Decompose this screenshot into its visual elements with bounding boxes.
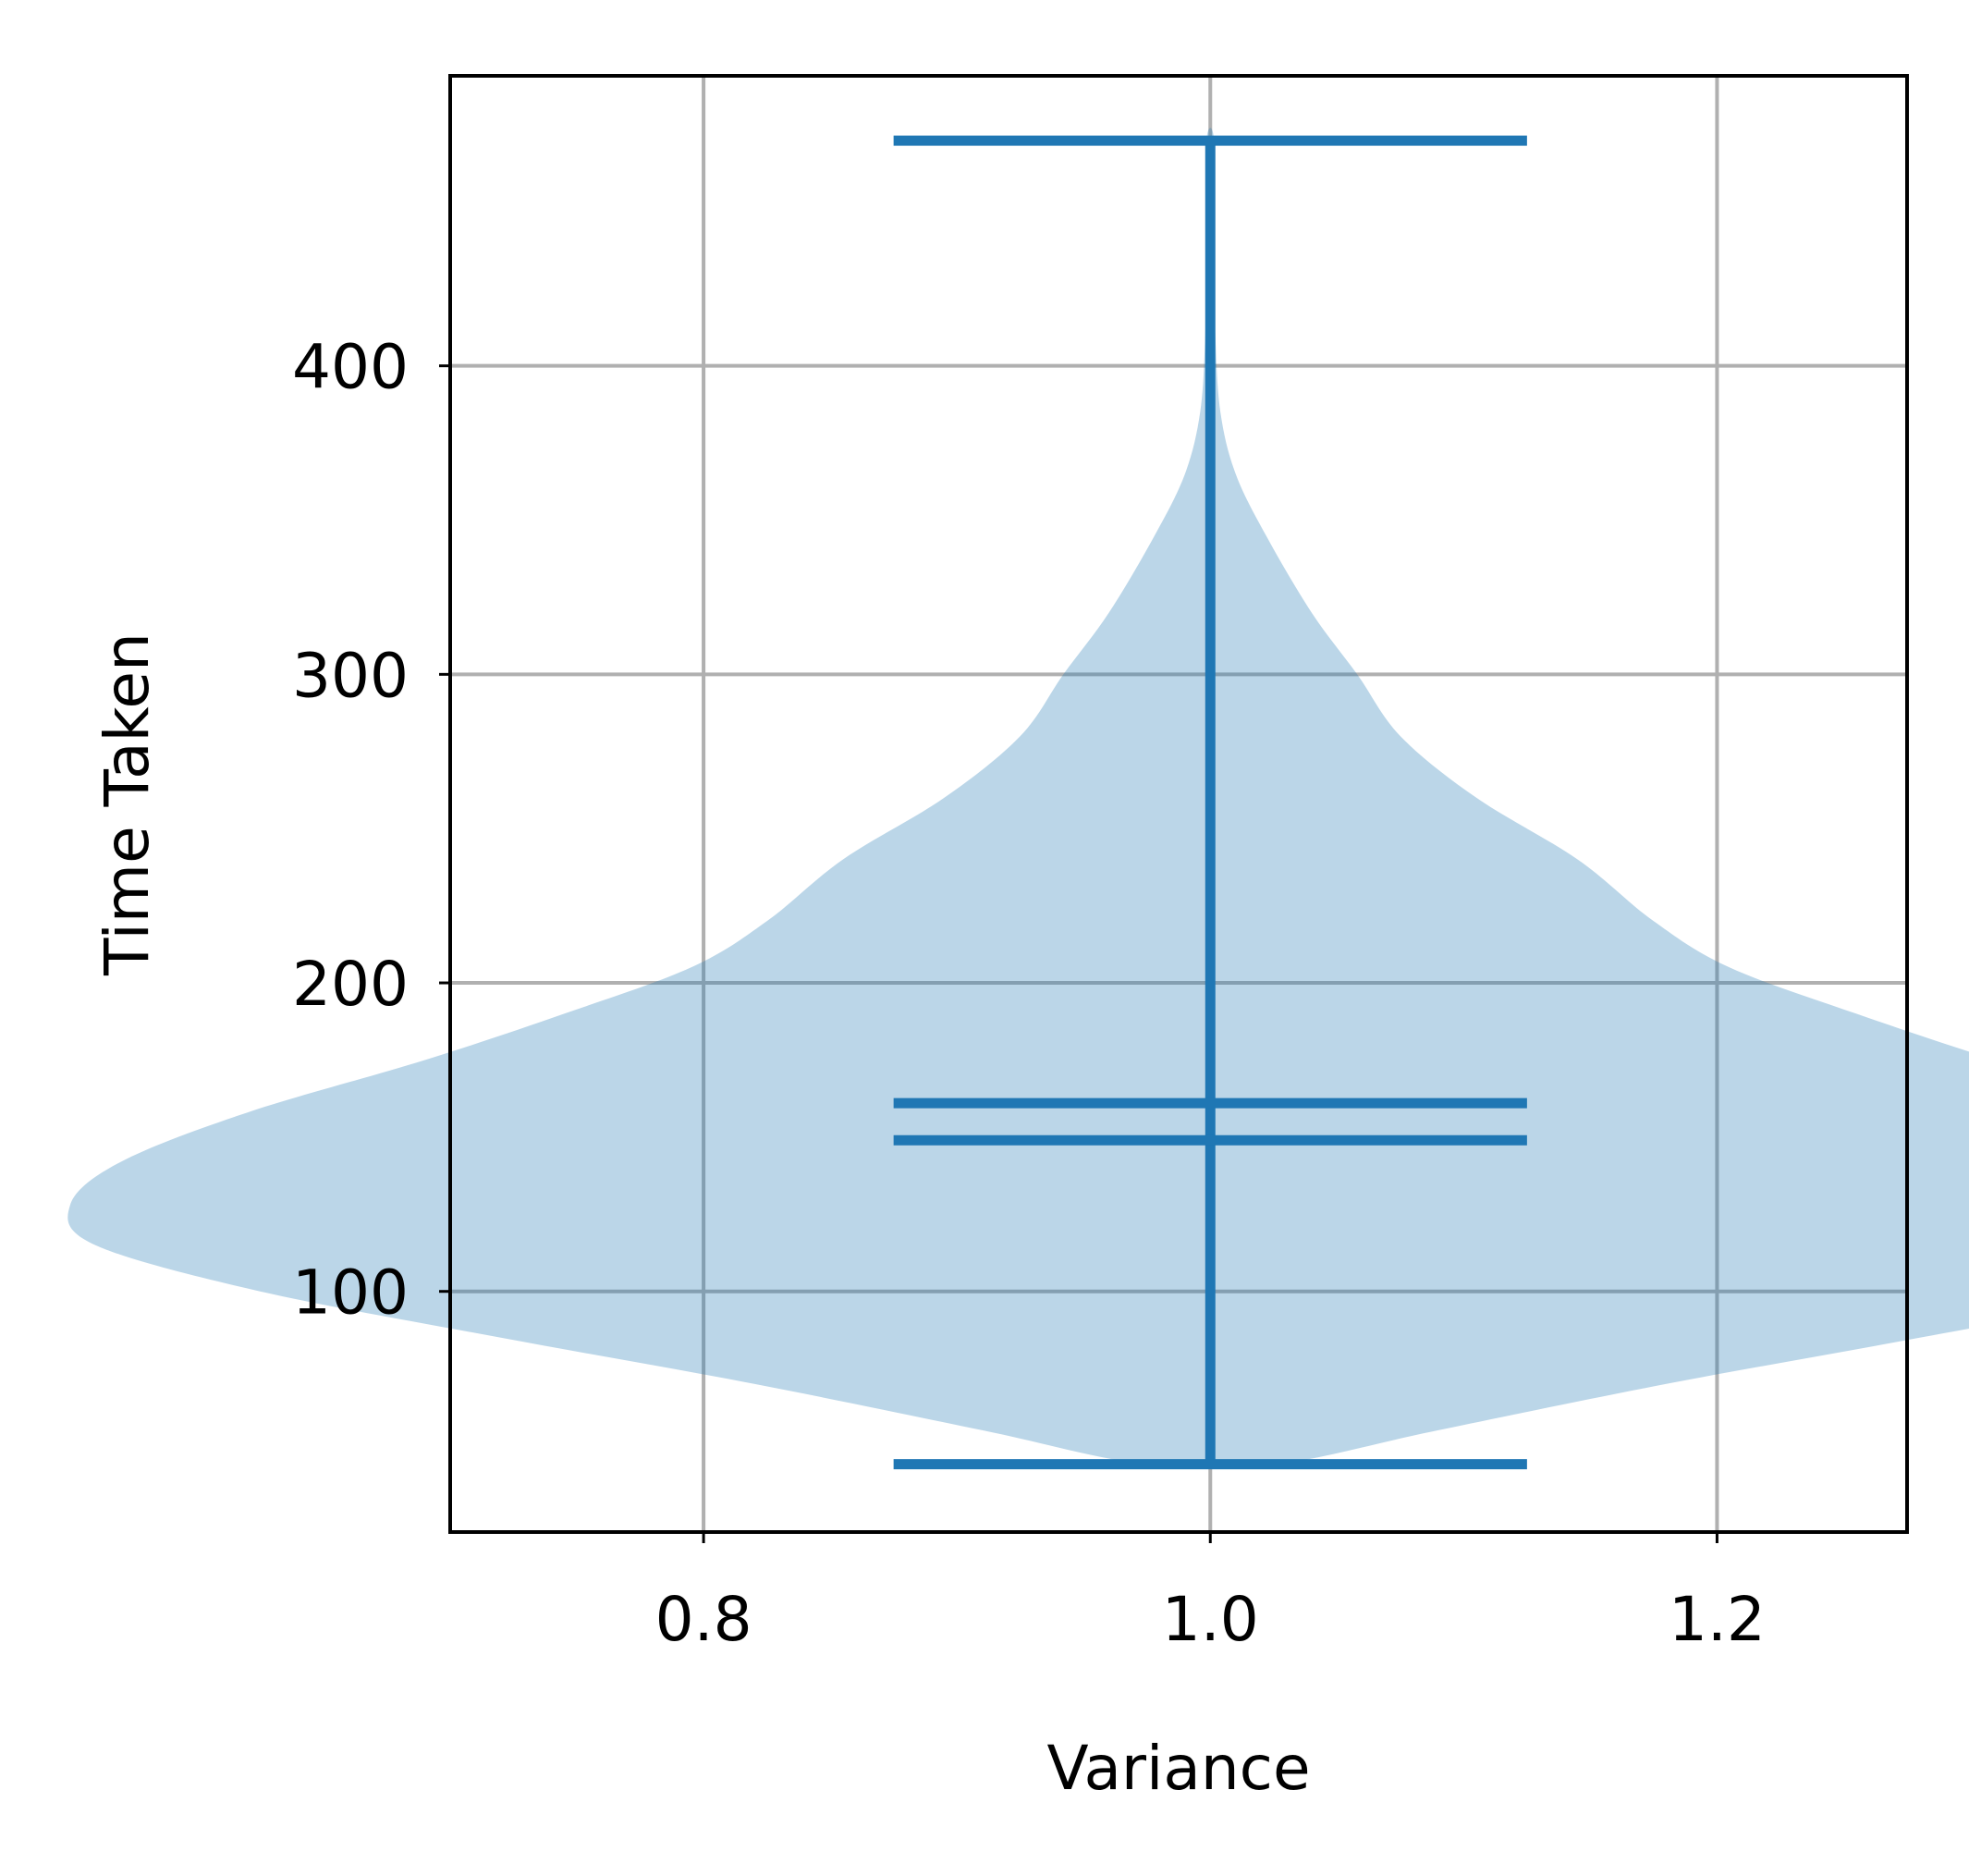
violin-stat-lines xyxy=(893,135,1527,1470)
tick-marks-and-labels: 0.8 1.0 1.2 100 200 300 400 xyxy=(292,332,1766,1655)
x-axis-label: Variance xyxy=(1046,1733,1310,1804)
y-tick-label: 300 xyxy=(292,640,409,711)
violin-body-group xyxy=(67,128,1969,1469)
y-tick-label: 100 xyxy=(292,1257,409,1329)
x-tick-label: 0.8 xyxy=(655,1584,752,1655)
violin-body xyxy=(67,128,1969,1469)
x-tick-label: 1.0 xyxy=(1162,1584,1259,1655)
axes-frame xyxy=(448,74,1909,1534)
y-tick-label: 200 xyxy=(292,949,409,1020)
x-tick-label: 1.2 xyxy=(1669,1584,1766,1655)
y-tick-label: 400 xyxy=(292,332,409,403)
y-axis-label: Time Taken xyxy=(92,632,163,976)
